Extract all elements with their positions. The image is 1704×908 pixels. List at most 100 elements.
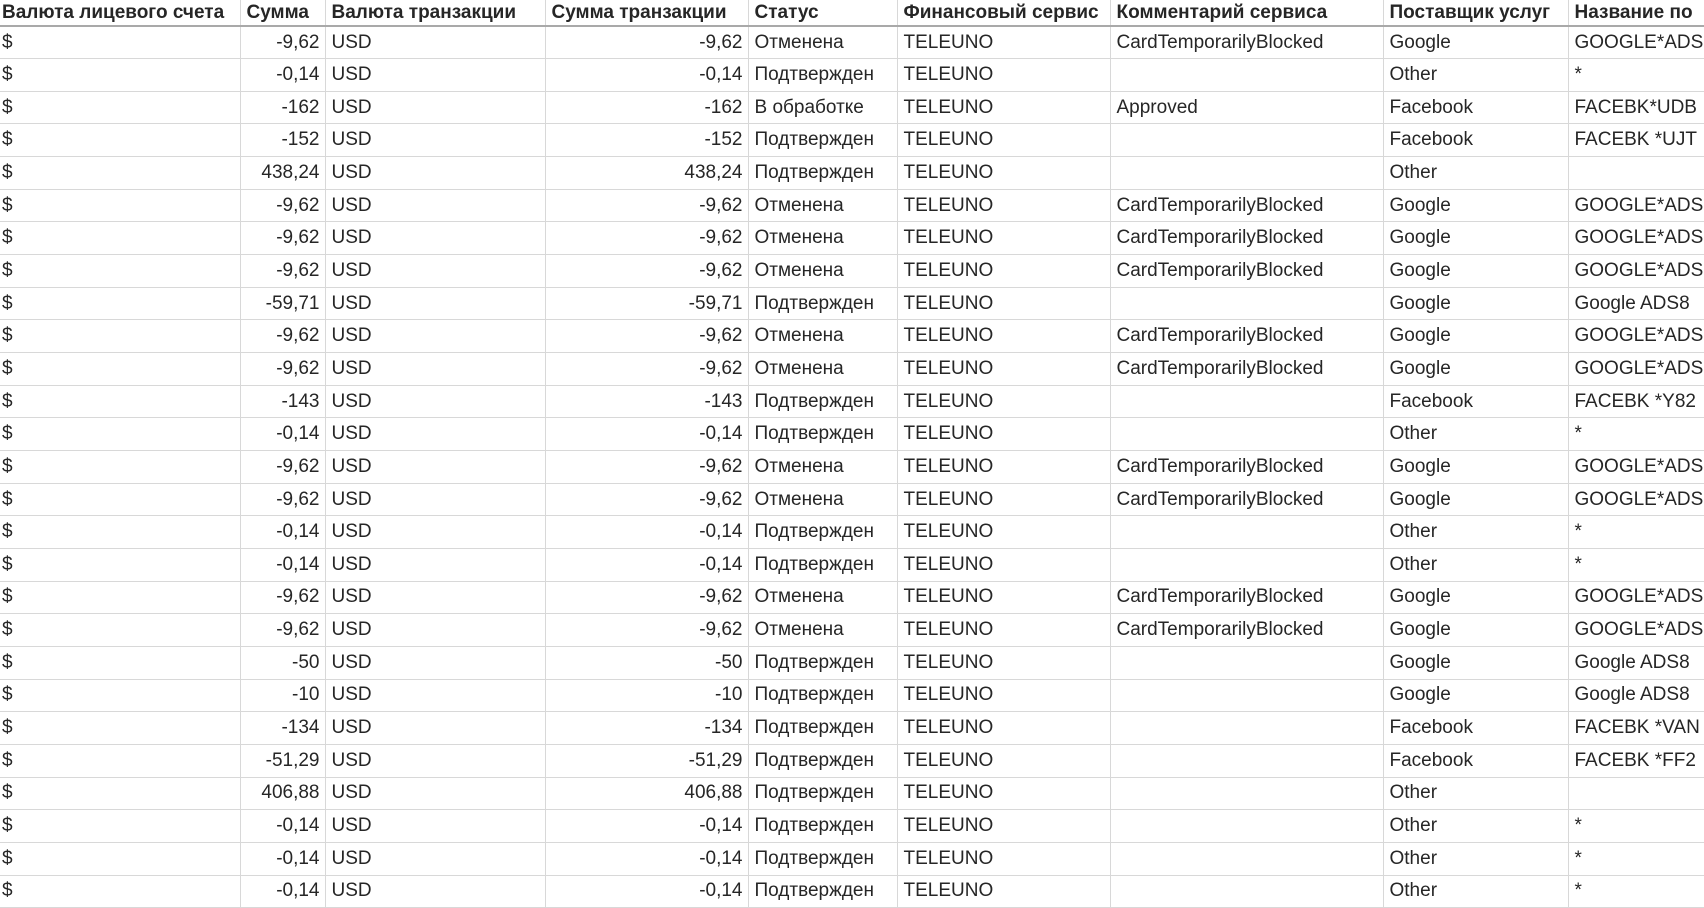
cell[interactable]: -9,62 (544, 188, 749, 223)
cell[interactable]: TELEUNO (896, 58, 1111, 92)
cell[interactable]: -9,62 (544, 254, 749, 288)
cell[interactable] (1109, 417, 1384, 452)
cell[interactable]: Подтвержден (747, 548, 898, 582)
cell[interactable]: FACEBK *UJT (1567, 123, 1704, 158)
cell[interactable]: -0,14 (544, 841, 749, 876)
cell[interactable]: CardTemporarilyBlocked (1109, 319, 1384, 354)
cell[interactable]: USD (324, 25, 546, 60)
cell[interactable]: TELEUNO (896, 254, 1111, 288)
cell[interactable]: -59,71 (544, 286, 749, 321)
cell[interactable]: -0,14 (239, 809, 326, 843)
cell[interactable]: Отменена (747, 580, 898, 615)
cell[interactable]: -0,14 (239, 515, 326, 549)
cell[interactable]: Подтвержден (747, 776, 898, 811)
cell[interactable]: $ (0, 645, 241, 680)
cell[interactable]: GOOGLE*ADS (1567, 254, 1704, 288)
cell[interactable]: TELEUNO (896, 515, 1111, 549)
cell[interactable]: TELEUNO (896, 90, 1111, 125)
cell[interactable] (1109, 678, 1384, 713)
cell[interactable]: $ (0, 548, 241, 582)
cell[interactable]: USD (324, 90, 546, 125)
cell[interactable]: -152 (239, 123, 326, 158)
cell[interactable]: Отменена (747, 352, 898, 386)
cell[interactable] (1109, 123, 1384, 158)
cell[interactable]: -9,62 (239, 254, 326, 288)
cell[interactable]: Other (1382, 841, 1569, 876)
column-header-6[interactable]: Комментарий сервиса (1109, 0, 1384, 27)
cell[interactable]: Other (1382, 548, 1569, 582)
cell[interactable]: Подтвержден (747, 58, 898, 92)
column-header-3[interactable]: Сумма транзакции (544, 0, 749, 27)
cell[interactable]: $ (0, 809, 241, 843)
cell[interactable] (1109, 548, 1384, 582)
cell[interactable]: TELEUNO (896, 319, 1111, 354)
cell[interactable]: $ (0, 156, 241, 190)
cell[interactable]: * (1567, 515, 1704, 549)
cell[interactable]: Отменена (747, 450, 898, 484)
cell[interactable]: Other (1382, 776, 1569, 811)
cell[interactable]: $ (0, 711, 241, 745)
cell[interactable]: Отменена (747, 613, 898, 647)
cell[interactable]: $ (0, 319, 241, 354)
cell[interactable]: -162 (239, 90, 326, 125)
cell[interactable]: Other (1382, 417, 1569, 452)
cell[interactable]: USD (324, 678, 546, 713)
cell[interactable] (1567, 156, 1704, 190)
cell[interactable]: $ (0, 874, 241, 908)
cell[interactable]: Facebook (1382, 384, 1569, 419)
cell[interactable]: TELEUNO (896, 841, 1111, 876)
cell[interactable] (1109, 645, 1384, 680)
cell[interactable]: Google (1382, 613, 1569, 647)
cell[interactable]: USD (324, 156, 546, 190)
cell[interactable]: 406,88 (544, 776, 749, 811)
cell[interactable]: Google (1382, 188, 1569, 223)
cell[interactable]: Google (1382, 221, 1569, 256)
cell[interactable]: $ (0, 450, 241, 484)
cell[interactable]: * (1567, 58, 1704, 92)
cell[interactable]: USD (324, 319, 546, 354)
cell[interactable]: -134 (239, 711, 326, 745)
cell[interactable]: USD (324, 352, 546, 386)
cell[interactable]: USD (324, 711, 546, 745)
cell[interactable]: GOOGLE*ADS (1567, 482, 1704, 517)
cell[interactable]: Google (1382, 319, 1569, 354)
cell[interactable]: USD (324, 286, 546, 321)
cell[interactable]: Отменена (747, 254, 898, 288)
cell[interactable]: CardTemporarilyBlocked (1109, 613, 1384, 647)
cell[interactable]: Подтвержден (747, 645, 898, 680)
cell[interactable]: TELEUNO (896, 450, 1111, 484)
cell[interactable]: TELEUNO (896, 188, 1111, 223)
cell[interactable]: -9,62 (239, 580, 326, 615)
cell[interactable]: -51,29 (239, 743, 326, 778)
cell[interactable]: Other (1382, 874, 1569, 908)
cell[interactable]: -10 (544, 678, 749, 713)
cell[interactable]: -50 (239, 645, 326, 680)
cell[interactable]: TELEUNO (896, 123, 1111, 158)
cell[interactable]: CardTemporarilyBlocked (1109, 580, 1384, 615)
cell[interactable]: * (1567, 417, 1704, 452)
cell[interactable]: Google (1382, 25, 1569, 60)
cell[interactable]: CardTemporarilyBlocked (1109, 221, 1384, 256)
cell[interactable]: Other (1382, 58, 1569, 92)
cell[interactable]: -143 (544, 384, 749, 419)
cell[interactable]: Подтвержден (747, 678, 898, 713)
cell[interactable]: -0,14 (239, 874, 326, 908)
cell[interactable] (1109, 743, 1384, 778)
cell[interactable]: -0,14 (544, 58, 749, 92)
cell[interactable]: USD (324, 548, 546, 582)
cell[interactable]: -9,62 (544, 482, 749, 517)
cell[interactable]: Approved (1109, 90, 1384, 125)
cell[interactable]: CardTemporarilyBlocked (1109, 450, 1384, 484)
cell[interactable]: $ (0, 417, 241, 452)
cell[interactable]: 438,24 (544, 156, 749, 190)
cell[interactable]: $ (0, 221, 241, 256)
cell[interactable]: -9,62 (544, 25, 749, 60)
column-header-2[interactable]: Валюта транзакции (324, 0, 546, 27)
cell[interactable] (1109, 286, 1384, 321)
cell[interactable]: -0,14 (544, 417, 749, 452)
cell[interactable]: GOOGLE*ADS (1567, 188, 1704, 223)
cell[interactable]: -0,14 (239, 841, 326, 876)
cell[interactable]: FACEBK*UDB (1567, 90, 1704, 125)
cell[interactable]: -59,71 (239, 286, 326, 321)
cell[interactable]: * (1567, 841, 1704, 876)
